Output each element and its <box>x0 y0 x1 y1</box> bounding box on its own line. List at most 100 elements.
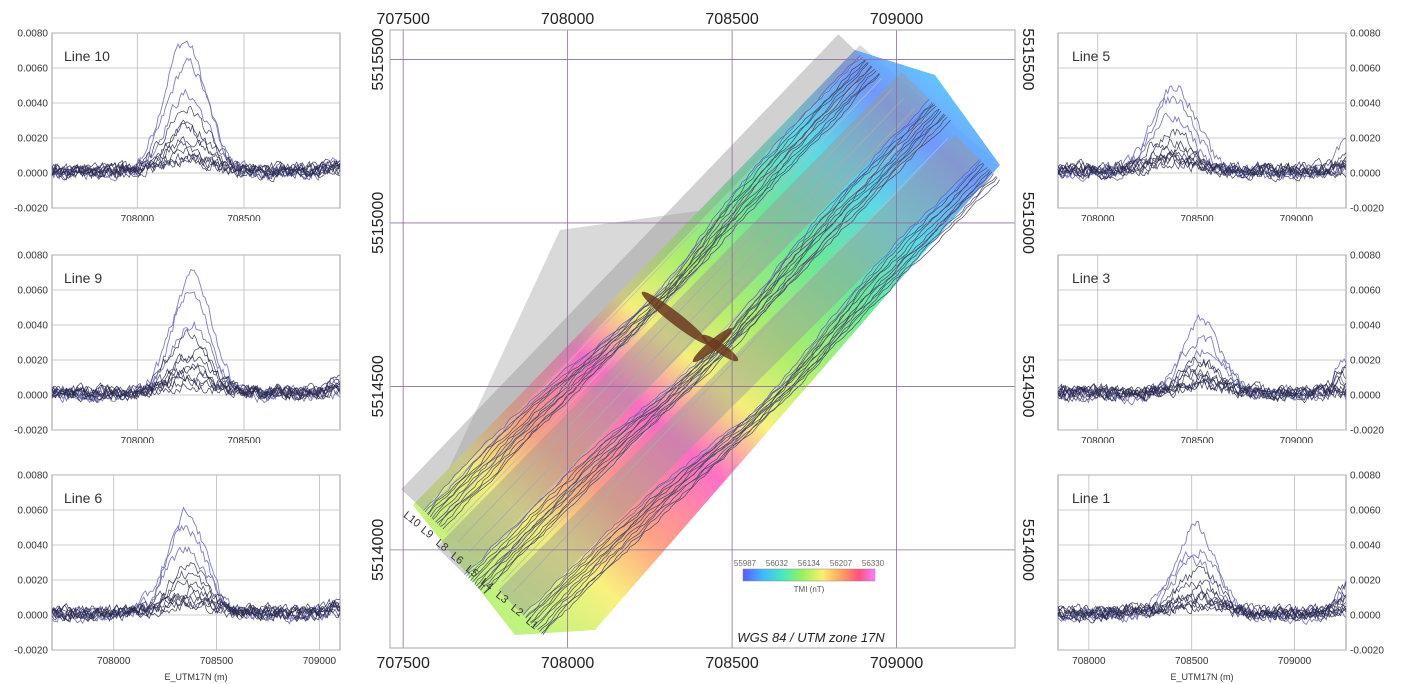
x-axis-label: E_UTM17N (m) <box>164 672 227 682</box>
y-tick-label: 0.0080 <box>17 29 48 40</box>
y-tick-label: 0.0040 <box>17 321 48 332</box>
tmi-map: 707500 707500 708000 708000 708500 708500 7090… <box>370 11 1036 672</box>
band-trace <box>483 119 951 594</box>
map-y-tick-left: 5515500 <box>370 28 387 90</box>
band-trace <box>480 114 946 591</box>
profile-trace <box>1057 378 1347 401</box>
profile-trace <box>1057 356 1347 404</box>
profile-line3: 0.0080 0.0060 0.0040 0.0020 0.0000 -0.0020 708… <box>1057 251 1384 443</box>
y-tick-label: -0.0020 <box>1350 204 1384 215</box>
x-tick-label: 708000 <box>97 656 131 667</box>
y-tick-label: 0.0040 <box>17 99 48 110</box>
y-tick-label: 0.0060 <box>17 506 48 517</box>
colorbar-tick: 56134 <box>798 559 821 568</box>
profile-trace <box>51 141 341 179</box>
band-trace <box>483 116 948 594</box>
x-tick-label: 708500 <box>1180 436 1214 443</box>
profile-line6: 0.0080 0.0060 0.0040 0.0020 0.0000 -0.0020 708… <box>14 471 341 682</box>
y-tick-label: 0.0020 <box>1350 134 1381 145</box>
plot-frame <box>1057 474 1347 651</box>
survey-line <box>435 67 872 523</box>
y-tick-label: 0.0060 <box>17 286 48 297</box>
y-tick-label: 0.0040 <box>1350 99 1381 110</box>
y-tick-label: -0.0020 <box>14 646 48 657</box>
map-caption: WGS 84 / UTM zone 17N <box>737 630 885 645</box>
profile-band <box>498 135 1000 636</box>
colorbar-tick: 55987 <box>734 559 757 568</box>
band-trace <box>427 60 866 516</box>
profile-traces <box>51 506 341 625</box>
panel-title: Line 3 <box>1072 270 1110 286</box>
map-y-tick-right: 5514500 <box>1019 355 1036 417</box>
profile-trace <box>1057 598 1347 621</box>
profile-line9: 0.0080 0.0060 0.0040 0.0020 0.0000 -0.0020 708… <box>14 251 341 443</box>
y-tick-label: 0.0020 <box>17 576 48 587</box>
band-trace <box>470 104 935 581</box>
band-trace <box>477 110 942 588</box>
x-tick-label: 708000 <box>1072 656 1106 667</box>
profile-trace <box>1057 157 1347 180</box>
x-tick-label: 708500 <box>227 436 261 443</box>
colorbar-tick: 56330 <box>862 559 885 568</box>
map-x-tick-top: 708500 <box>705 11 758 28</box>
survey-line-label: L6 <box>448 550 465 567</box>
profile-trace <box>51 524 341 623</box>
profile-trace <box>1057 95 1347 180</box>
x-tick-label: 708500 <box>1180 214 1214 221</box>
profile-traces <box>1057 521 1347 626</box>
panel-title: Line 5 <box>1072 48 1110 64</box>
band-trace <box>424 57 863 513</box>
map-x-tick-bottom: 707500 <box>376 655 429 672</box>
map-x-tick-bottom: 708000 <box>541 655 594 672</box>
x-tick-label: 708500 <box>227 214 261 221</box>
y-tick-label: 0.0020 <box>17 356 48 367</box>
x-axis-label: E_UTM17N (m) <box>1170 672 1233 682</box>
y-tick-label: 0.0020 <box>1350 576 1381 587</box>
profile-trace <box>51 353 341 403</box>
x-tick-label: 709000 <box>1280 214 1314 221</box>
y-tick-label: 0.0080 <box>17 251 48 262</box>
map-x-tick-top: 707500 <box>376 11 429 28</box>
profile-trace <box>51 153 341 179</box>
y-tick-label: 0.0020 <box>1350 356 1381 367</box>
x-tick-label: 708000 <box>1081 436 1115 443</box>
panel-title: Line 6 <box>64 490 102 506</box>
map-x-tick-bottom: 708500 <box>705 655 758 672</box>
plot-frame <box>51 254 341 431</box>
y-tick-label: 0.0000 <box>1350 391 1381 402</box>
map-x-tick-top: 709000 <box>870 11 923 28</box>
y-tick-label: 0.0000 <box>17 611 48 622</box>
profile-trace <box>51 320 341 402</box>
profile-trace <box>51 375 341 400</box>
map-x-tick-bottom: 709000 <box>870 655 923 672</box>
profile-trace <box>1057 592 1347 623</box>
x-tick-label: 709000 <box>1280 436 1314 443</box>
y-tick-label: 0.0000 <box>1350 169 1381 180</box>
colorbar-ramp <box>742 568 876 582</box>
profile-trace <box>51 379 341 400</box>
profile-traces <box>1057 85 1347 183</box>
profile-traces <box>1057 313 1347 406</box>
band-trace <box>476 109 940 587</box>
survey-line <box>512 137 949 593</box>
survey-line <box>501 127 938 583</box>
panel-title: Line 9 <box>64 270 102 286</box>
profile-trace <box>51 362 341 401</box>
survey-line-label: L4 <box>478 576 495 593</box>
panel-title: Line 1 <box>1072 490 1110 506</box>
profile-trace <box>51 545 341 625</box>
profile-trace <box>51 596 341 622</box>
profile-trace <box>1057 144 1347 180</box>
profile-trace <box>51 371 341 400</box>
target-body <box>641 291 709 345</box>
y-tick-label: 0.0060 <box>1350 64 1381 75</box>
band-trace <box>474 108 940 585</box>
band-trace <box>539 176 997 632</box>
profile-traces <box>51 269 341 404</box>
profile-line1: 0.0080 0.0060 0.0040 0.0020 0.0000 -0.0020 708… <box>1057 471 1384 682</box>
profile-trace <box>1057 151 1347 178</box>
survey-line-label: L8 <box>433 537 450 554</box>
profile-line5: 0.0080 0.0060 0.0040 0.0020 0.0000 -0.0020 708… <box>1057 29 1384 221</box>
profile-trace <box>51 156 341 178</box>
y-tick-label: 0.0080 <box>1350 471 1381 482</box>
